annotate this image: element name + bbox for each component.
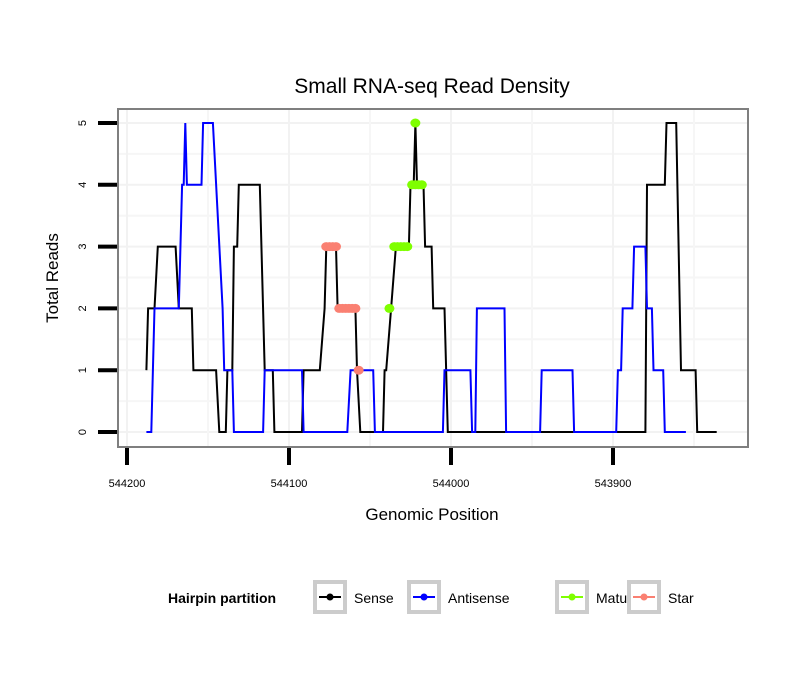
- data-point-mature: [416, 180, 427, 190]
- legend-title: Hairpin partition: [168, 590, 276, 606]
- x-tick-label: 544000: [433, 478, 470, 490]
- legend-entries: Sense Antisense Mature Star: [313, 580, 694, 614]
- legend-item-antisense: Antisense: [407, 580, 510, 614]
- data-point-mature: [410, 118, 421, 128]
- y-axis: 0 1 2 3 4 5: [77, 120, 117, 435]
- y-tick-label: 3: [77, 244, 89, 250]
- series-points-star: [321, 242, 364, 375]
- data-point-mature: [384, 303, 395, 313]
- legend-item-sense: Sense: [313, 580, 394, 614]
- y-tick-label: 0: [77, 429, 89, 435]
- x-axis-title: Genomic Position: [365, 505, 498, 524]
- plot-border: [117, 108, 749, 448]
- x-tick-label: 544100: [271, 478, 308, 490]
- y-axis-title: Total Reads: [43, 233, 62, 323]
- legend-label: Star: [668, 590, 694, 606]
- x-tick-label: 543900: [595, 478, 632, 490]
- y-tick-label: 1: [77, 367, 89, 373]
- legend-item-star: Star: [627, 580, 694, 614]
- data-point-star: [350, 303, 361, 313]
- legend-key-point: [326, 593, 334, 601]
- x-tick-label: 544200: [109, 478, 146, 490]
- legend: Hairpin partition Sense Antisense Mature St…: [168, 580, 694, 614]
- series-line-antisense: [146, 122, 686, 433]
- legend-key-point: [640, 593, 648, 601]
- data-point-mature: [402, 242, 413, 252]
- chart-title: Small RNA-seq Read Density: [294, 75, 570, 98]
- series-layer: [145, 118, 717, 433]
- plot-panel: [117, 108, 749, 448]
- y-tick-label: 5: [77, 120, 89, 126]
- legend-label: Antisense: [448, 590, 510, 606]
- data-point-star: [330, 242, 341, 252]
- legend-key-point: [420, 593, 428, 601]
- legend-key-point: [568, 593, 576, 601]
- legend-label: Sense: [354, 590, 394, 606]
- y-tick-label: 4: [77, 182, 89, 188]
- data-point-star: [353, 365, 364, 375]
- x-axis: 544200 544100 544000 543900: [109, 448, 632, 490]
- y-tick-label: 2: [77, 305, 89, 311]
- series-points-mature: [384, 118, 427, 313]
